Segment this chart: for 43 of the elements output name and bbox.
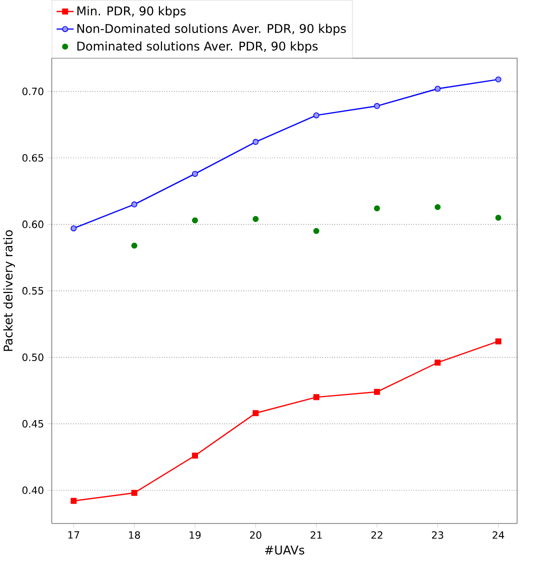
y-tick-label: 0.55	[22, 287, 44, 295]
x-tick-label: 23	[432, 531, 444, 539]
x-tick-label: 21	[310, 531, 322, 539]
point	[252, 138, 259, 145]
point	[374, 103, 380, 110]
point	[70, 498, 77, 504]
legend-label: Min. PDR, 90 kbps	[77, 6, 186, 18]
y-tick-label: 0.65	[22, 154, 44, 162]
legend-label: Non-Dominated solutions Aver. PDR, 90 kbps	[77, 24, 346, 36]
point	[192, 170, 198, 177]
point	[313, 394, 320, 400]
point	[131, 201, 138, 208]
point	[434, 360, 441, 366]
point	[70, 225, 77, 232]
y-tick-label: 0.50	[22, 354, 44, 362]
point	[131, 242, 138, 249]
y-tick-label: 0.60	[22, 220, 44, 228]
x-tick-label: 24	[492, 531, 504, 539]
y-tick-label: 0.70	[22, 88, 44, 96]
x-tick-label: 17	[68, 531, 80, 539]
x-tick-label: 19	[190, 531, 201, 539]
point	[313, 228, 320, 234]
point	[131, 490, 138, 496]
x-axis-title: #UAVs	[264, 546, 304, 555]
point	[495, 338, 502, 344]
point	[252, 216, 259, 222]
point	[495, 214, 502, 221]
x-tick-label: 18	[128, 531, 140, 539]
point	[313, 112, 320, 118]
point	[374, 388, 380, 395]
legend-label: Dominated solutions Aver. PDR, 90 kbps	[77, 41, 318, 53]
x-tick-label: 20	[250, 531, 262, 539]
y-tick-label: 0.45	[22, 420, 44, 428]
point	[434, 204, 441, 210]
x-tick-label: 22	[371, 531, 382, 539]
point	[434, 86, 441, 92]
point	[192, 217, 198, 224]
y-tick-label: 0.40	[22, 486, 44, 494]
point	[252, 410, 259, 416]
y-axis-title: Packet delivery ratio	[3, 230, 15, 351]
point	[495, 76, 502, 82]
point	[192, 452, 198, 459]
point	[374, 205, 380, 212]
